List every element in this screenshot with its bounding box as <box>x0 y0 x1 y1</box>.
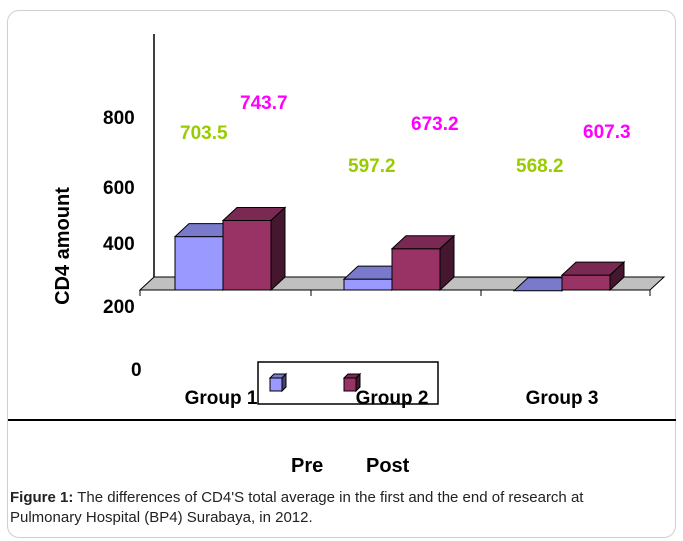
y-tick-label: 800 <box>103 108 135 129</box>
bar-front <box>561 274 611 291</box>
legend-label-post: Post <box>366 455 410 477</box>
data-labels: 703.5 743.7 597.2 673.2 568.2 607.3 <box>180 93 631 177</box>
legend-swatches <box>268 372 362 393</box>
data-label: 597.2 <box>348 156 396 177</box>
data-label: 673.2 <box>411 114 459 135</box>
data-label: 607.3 <box>583 122 631 143</box>
bar-front <box>343 278 393 291</box>
legend-swatch-side <box>281 372 287 393</box>
x-category-label: Group 1 <box>185 388 258 409</box>
bar-front <box>222 220 272 291</box>
y-tick-label: 200 <box>103 297 135 318</box>
bar-side <box>439 234 455 292</box>
bar-side <box>609 260 625 292</box>
bars <box>173 206 626 292</box>
y-tick-label: 600 <box>103 178 135 199</box>
caption-text: The differences of CD4'S total average i… <box>10 489 584 526</box>
legend-swatch-pre <box>269 377 283 392</box>
data-label: 743.7 <box>240 93 288 114</box>
bar-front <box>391 248 441 291</box>
legend-swatch-post <box>343 377 357 392</box>
figure-caption: Figure 1: The differences of CD4'S total… <box>10 488 650 528</box>
caption-label: Figure 1: <box>10 489 74 506</box>
bar-side <box>270 206 286 292</box>
data-label: 703.5 <box>180 123 228 144</box>
data-label: 568.2 <box>516 156 564 177</box>
legend-label-pre: Pre <box>291 455 323 477</box>
legend-swatch-side <box>355 372 361 393</box>
legend-box <box>257 361 439 405</box>
y-tick-label: 400 <box>103 234 135 255</box>
y-axis-label: CD4 amount <box>52 187 74 305</box>
bar-front <box>174 236 224 291</box>
x-category-label: Group 2 <box>356 388 429 409</box>
x-category-label: Group 3 <box>526 388 599 409</box>
y-tick-label: 0 <box>131 360 142 381</box>
